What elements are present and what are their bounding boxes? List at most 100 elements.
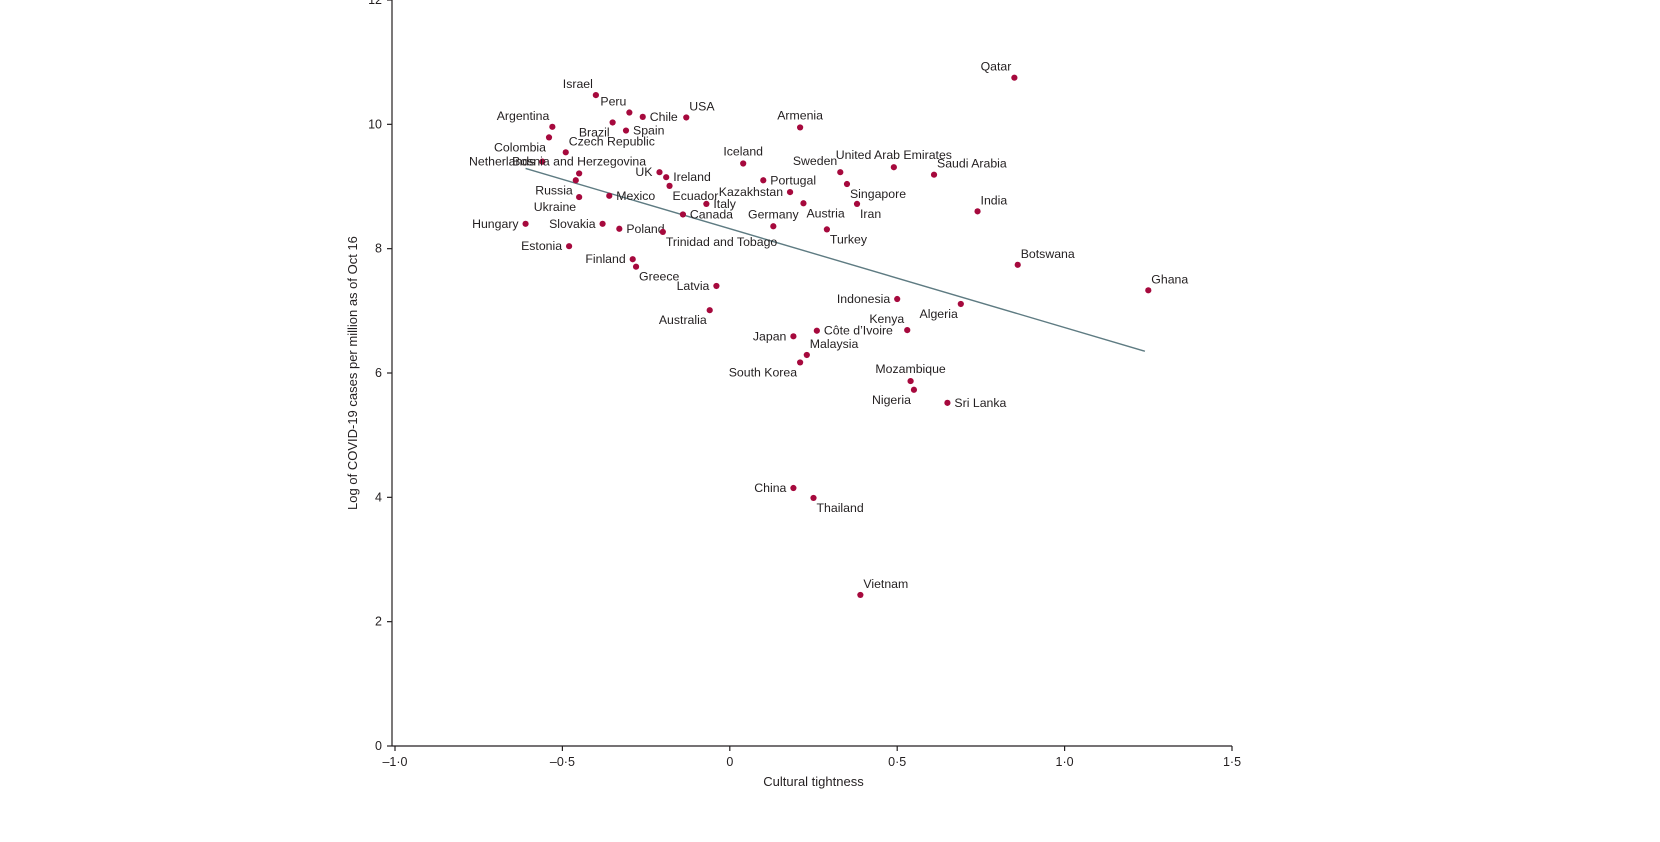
country-label: Trinidad and Tobago bbox=[666, 235, 778, 249]
country-label: USA bbox=[689, 99, 715, 113]
country-label: Botswana bbox=[1021, 247, 1075, 261]
data-point-trinidad-and-tobago bbox=[659, 228, 666, 235]
trend-line bbox=[525, 167, 1146, 352]
country-label: Colombia bbox=[494, 140, 546, 154]
country-label: Armenia bbox=[777, 108, 823, 122]
x-tick-label: 1·0 bbox=[1056, 755, 1074, 769]
data-point-italy bbox=[703, 200, 710, 208]
data-point-kazakhstan bbox=[786, 188, 794, 196]
data-point-greece bbox=[632, 263, 640, 270]
data-point-israel bbox=[592, 92, 599, 99]
y-tick-label: 12 bbox=[368, 0, 382, 7]
data-point-thailand bbox=[810, 494, 817, 502]
data-point-russia bbox=[572, 177, 579, 184]
data-point-turkey bbox=[823, 226, 830, 233]
data-point-peru bbox=[626, 109, 633, 116]
country-label: Iceland bbox=[723, 144, 763, 158]
data-point-mexico bbox=[606, 192, 613, 199]
data-point-austria bbox=[800, 200, 807, 207]
country-label: Israel bbox=[563, 77, 593, 91]
country-label: Bosnia and Herzegovina bbox=[512, 154, 646, 168]
country-label: Russia bbox=[535, 183, 573, 197]
country-label: UK bbox=[635, 165, 653, 179]
country-label: Spain bbox=[633, 124, 665, 138]
data-point-czech-republic bbox=[562, 149, 569, 156]
data-point-germany bbox=[770, 223, 777, 230]
data-point-armenia bbox=[797, 124, 804, 131]
country-label: Chile bbox=[650, 110, 678, 124]
data-point-south-korea bbox=[797, 359, 804, 366]
country-label: Australia bbox=[659, 313, 707, 327]
country-label: Nigeria bbox=[872, 393, 911, 407]
data-point-argentina bbox=[549, 123, 556, 130]
country-label: Ireland bbox=[673, 170, 711, 184]
x-tick-label: 1·5 bbox=[1223, 755, 1241, 769]
y-tick-label: 6 bbox=[375, 366, 382, 380]
country-label: Italy bbox=[713, 197, 736, 211]
data-point-netherlands bbox=[539, 158, 546, 165]
data-point-indonesia bbox=[894, 295, 901, 303]
data-point-iceland bbox=[740, 160, 747, 167]
data-point-ukraine bbox=[576, 193, 583, 201]
data-point-sweden bbox=[837, 169, 844, 176]
data-point-ghana bbox=[1145, 287, 1152, 294]
country-label: Sri Lanka bbox=[954, 396, 1006, 410]
data-point-canada bbox=[679, 211, 687, 218]
country-label: Indonesia bbox=[837, 292, 890, 306]
country-label: Germany bbox=[748, 207, 799, 221]
country-label: Thailand bbox=[817, 501, 864, 515]
y-tick-label: 8 bbox=[375, 242, 382, 256]
x-axis-title: Cultural tightness bbox=[763, 774, 864, 789]
data-point-chile bbox=[639, 113, 646, 120]
y-tick-label: 2 bbox=[375, 615, 382, 629]
country-label: Latvia bbox=[677, 279, 710, 293]
x-tick-label: 0 bbox=[726, 755, 733, 769]
data-point-c-te-d-ivoire bbox=[813, 327, 820, 334]
country-label: Netherlands bbox=[469, 155, 535, 169]
data-point-singapore bbox=[843, 180, 851, 188]
y-tick-label: 10 bbox=[368, 117, 382, 131]
country-label: Mozambique bbox=[875, 362, 946, 376]
country-label: Peru bbox=[600, 95, 626, 109]
data-point-colombia bbox=[545, 134, 553, 141]
data-point-nigeria bbox=[910, 386, 918, 393]
country-label: Poland bbox=[626, 222, 664, 236]
data-point-bosnia-and-herzegovina bbox=[576, 170, 583, 177]
data-point-united-arab-emirates bbox=[890, 164, 897, 171]
country-label: Austria bbox=[806, 206, 844, 220]
country-label: Saudi Arabia bbox=[937, 157, 1007, 171]
country-label: Mexico bbox=[616, 189, 655, 203]
country-label: Greece bbox=[639, 270, 679, 284]
data-point-mozambique bbox=[907, 377, 914, 385]
data-point-latvia bbox=[713, 282, 720, 290]
country-label: Malaysia bbox=[810, 337, 859, 351]
data-point-hungary bbox=[522, 220, 529, 227]
y-tick-label: 0 bbox=[375, 739, 382, 753]
data-point-kenya bbox=[904, 327, 911, 334]
data-point-malaysia bbox=[803, 351, 810, 359]
country-label: Portugal bbox=[770, 173, 816, 187]
data-point-brazil bbox=[609, 119, 616, 126]
y-tick-label: 4 bbox=[375, 490, 382, 504]
country-label: Hungary bbox=[472, 217, 519, 231]
country-label: Estonia bbox=[521, 239, 562, 253]
x-tick-label: 0·5 bbox=[888, 755, 906, 769]
country-label: Sweden bbox=[793, 154, 838, 168]
data-point-japan bbox=[790, 333, 797, 340]
country-label: India bbox=[981, 193, 1008, 207]
x-tick-label: –1·0 bbox=[382, 755, 407, 769]
country-label: Singapore bbox=[850, 187, 906, 201]
data-point-usa bbox=[683, 114, 690, 121]
country-label: Slovakia bbox=[549, 217, 596, 231]
country-label: Turkey bbox=[830, 232, 868, 246]
data-point-australia bbox=[706, 307, 713, 314]
country-label: China bbox=[754, 481, 786, 495]
country-label: Ecuador bbox=[673, 189, 719, 203]
data-point-china bbox=[790, 484, 797, 492]
country-label: United Arab Emirates bbox=[836, 148, 952, 162]
data-point-iran bbox=[853, 200, 861, 208]
axes: 0 2 4 6 8 10 12 –1·0 –0·5 0 0·5 1·0 1·5 Cultural tigh… bbox=[345, 0, 1241, 789]
data-point-ecuador bbox=[666, 182, 673, 189]
data-point-qatar bbox=[1011, 74, 1018, 81]
